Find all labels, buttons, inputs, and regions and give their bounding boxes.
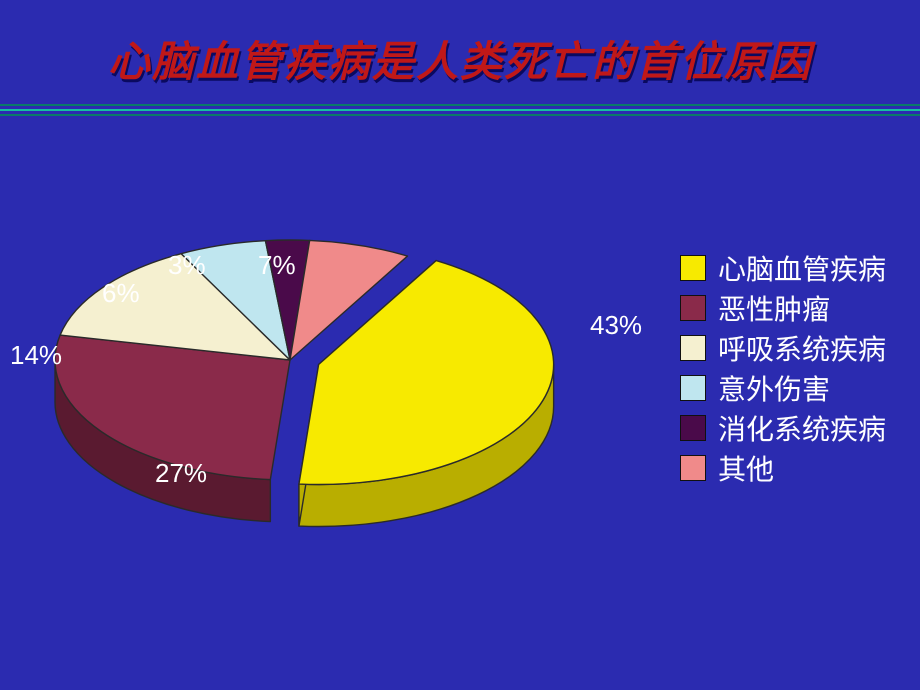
pct-label: 3%	[168, 250, 206, 281]
legend-item: 呼吸系统疾病	[680, 328, 886, 368]
legend-swatch	[680, 455, 706, 481]
legend-swatch	[680, 415, 706, 441]
legend-label: 呼吸系统疾病	[718, 328, 886, 368]
slide: 心脑血管疾病是人类死亡的首位原因 心脑血管疾病是人类死亡的首位原因 43% 27%…	[0, 0, 920, 690]
pct-label: 7%	[258, 250, 296, 281]
legend-swatch	[680, 255, 706, 281]
legend-item: 意外伤害	[680, 368, 886, 408]
legend-label: 其他	[718, 448, 774, 488]
legend-item: 恶性肿瘤	[680, 288, 886, 328]
legend-swatch	[680, 335, 706, 361]
pct-label: 27%	[155, 458, 207, 489]
legend-swatch	[680, 295, 706, 321]
legend-label: 恶性肿瘤	[718, 288, 830, 328]
legend-label: 消化系统疾病	[718, 408, 886, 448]
legend-item: 消化系统疾病	[680, 408, 886, 448]
pct-label: 14%	[10, 340, 62, 371]
legend-item: 心脑血管疾病	[680, 248, 886, 288]
title-text: 心脑血管疾病是人类死亡的首位原因	[0, 28, 920, 89]
pct-label: 43%	[590, 310, 642, 341]
legend-label: 意外伤害	[718, 368, 830, 408]
legend-item: 其他	[680, 448, 886, 488]
legend-swatch	[680, 375, 706, 401]
pct-label: 6%	[102, 278, 140, 309]
slide-title: 心脑血管疾病是人类死亡的首位原因 心脑血管疾病是人类死亡的首位原因	[0, 28, 920, 89]
legend: 心脑血管疾病恶性肿瘤呼吸系统疾病意外伤害消化系统疾病其他	[680, 248, 886, 488]
legend-label: 心脑血管疾病	[718, 248, 886, 288]
